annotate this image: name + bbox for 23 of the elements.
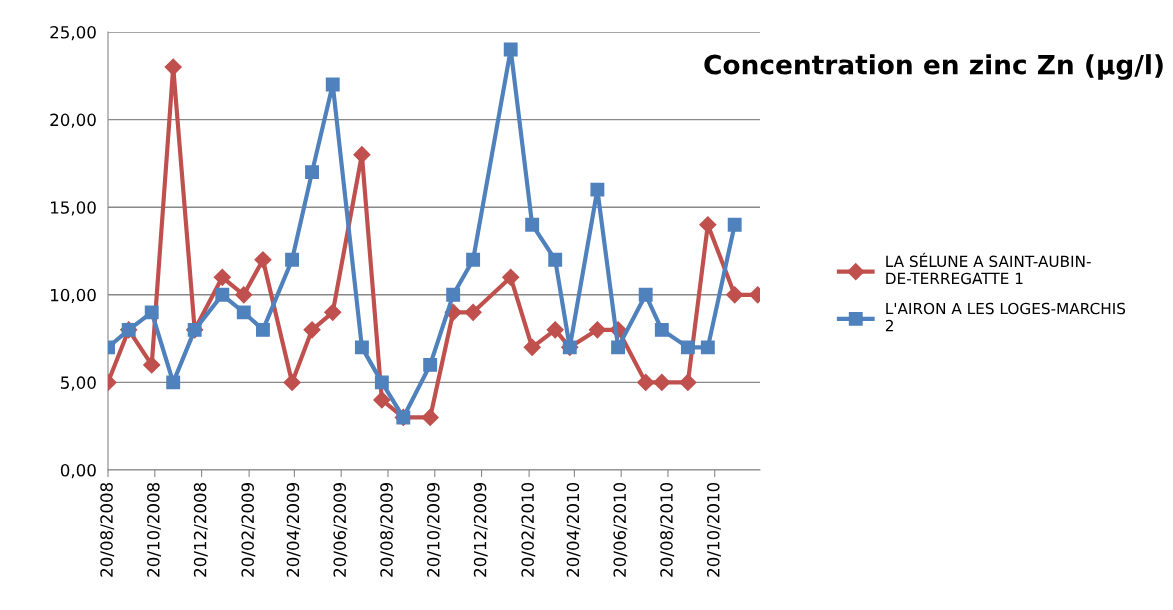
x-tick-label: 20/06/2010: [613, 482, 628, 577]
y-tick-label: 5,00: [61, 376, 96, 391]
x-tick-label: 20/02/2009: [241, 482, 256, 577]
x-tick-label: 20/02/2010: [521, 482, 536, 577]
x-tick-label: 20/10/2010: [706, 482, 721, 577]
x-tick-label: 20/10/2009: [427, 482, 441, 577]
y-tick-label: 10,00: [51, 288, 96, 304]
y-tick-label: 20,00: [50, 113, 96, 128]
y-tick-label: 15,00: [51, 201, 96, 216]
x-tick-label: 20/12/2009: [473, 482, 488, 577]
legend-label: L'AIRON A LES LOGES-MARCHIS 2: [885, 302, 1126, 332]
x-tick-label: 20/10/2008: [147, 482, 161, 577]
x-tick-label: 20/06/2009: [333, 482, 348, 577]
y-tick-label: 0,00: [60, 463, 96, 479]
x-tick-label: 20/08/2009: [380, 482, 395, 577]
y-tick-label: 25,00: [50, 25, 96, 41]
x-tick-label: 20/04/2010: [566, 482, 581, 577]
text: Concentration en zinc Zn (µg/l): [704, 54, 1163, 80]
x-tick-label: 20/12/2008: [193, 482, 208, 577]
legend-label: LA SÉLUNE A SAINT-AUBIN-DE-TERREGATTE 1: [886, 252, 1091, 285]
x-tick-label: 20/08/2010: [660, 482, 675, 577]
x-tick-label: 20/04/2009: [286, 482, 301, 577]
x-tick-label: 20/08/2008: [100, 482, 115, 577]
